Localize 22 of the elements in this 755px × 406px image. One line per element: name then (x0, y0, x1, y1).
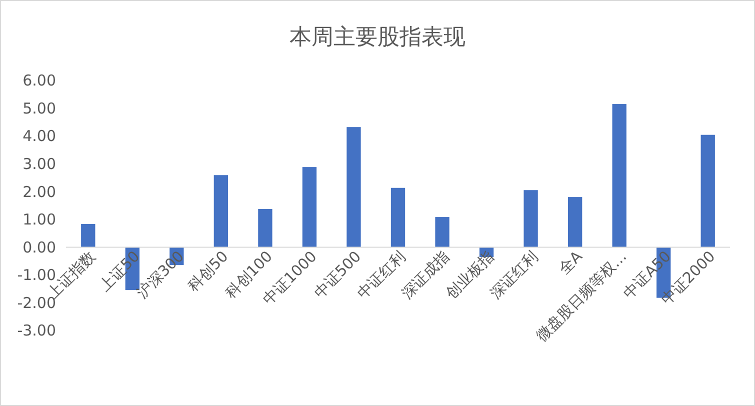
y-tick-label: 5.00 (22, 99, 56, 118)
y-tick-label: -3.00 (17, 322, 56, 340)
bar (524, 190, 538, 248)
y-tick-label: 3.00 (22, 155, 56, 173)
bar (700, 134, 715, 248)
y-tick-label: 6.00 (22, 72, 56, 90)
x-tick-label: 全A (555, 246, 586, 278)
y-tick-label: -1.00 (17, 266, 56, 284)
bar (214, 175, 228, 248)
bar (346, 127, 361, 248)
y-tick-label: 1.00 (22, 210, 56, 229)
y-tick-label: 2.00 (22, 182, 56, 201)
bar (435, 217, 450, 248)
chart-title: 本周主要股指表现 (290, 25, 466, 50)
bar (81, 224, 96, 248)
bar (568, 197, 582, 248)
bar (390, 188, 406, 248)
bar (258, 208, 272, 248)
bar (612, 104, 626, 248)
bar (302, 167, 317, 248)
y-tick-label: 4.00 (22, 127, 56, 146)
y-tick-label: 0.00 (22, 238, 56, 256)
